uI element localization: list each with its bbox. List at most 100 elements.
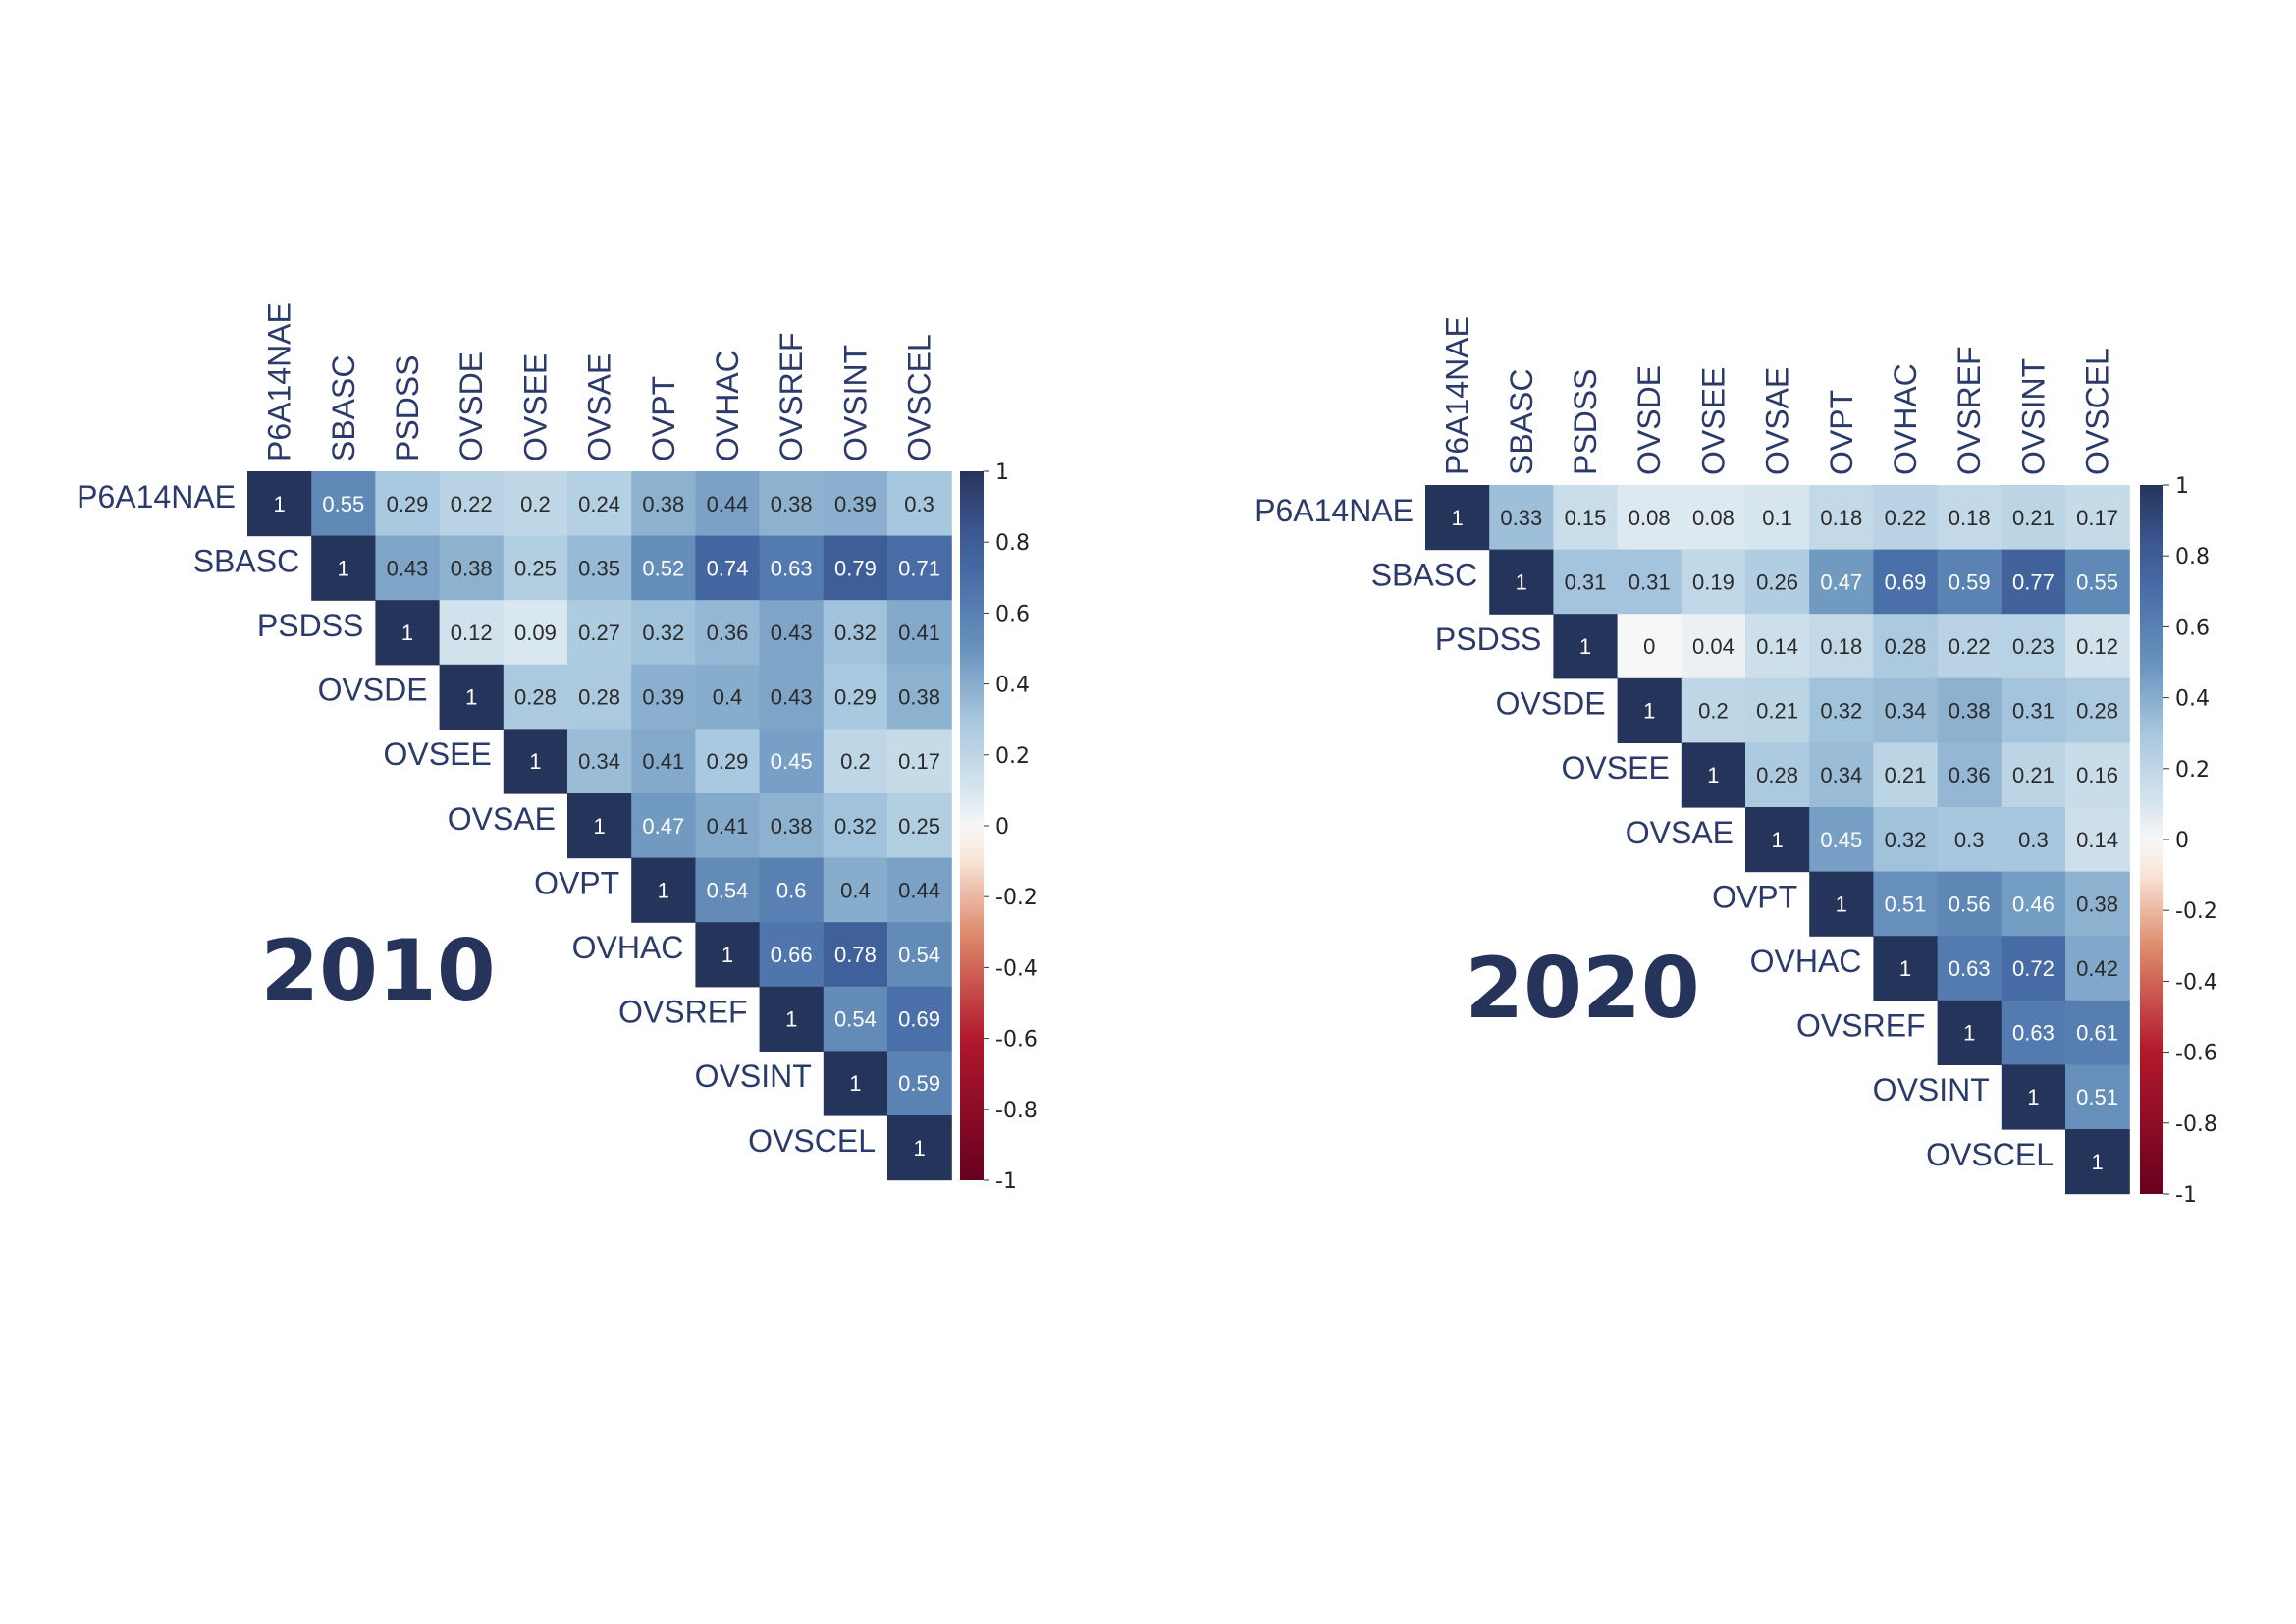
heatmap-cell	[2065, 614, 2130, 679]
cell-value-label: 1	[338, 556, 349, 580]
row-label: OVSDE	[1496, 686, 1606, 722]
cell-value-label: 0.12	[451, 621, 493, 645]
colorbar-tick-label: 0.2	[995, 744, 1030, 769]
cell-value-label: 1	[849, 1071, 861, 1096]
heatmap-cell	[2065, 549, 2130, 615]
column-label: P6A14NAE	[262, 302, 297, 461]
heatmap-cell	[439, 664, 505, 730]
heatmap-cell	[1809, 742, 1874, 808]
column-label: OVSINT	[2015, 358, 2051, 475]
row-label: OVSAE	[1626, 815, 1734, 850]
colorbar-tick-label: 0	[2175, 829, 2189, 853]
colorbar-tick-label: -0.2	[995, 886, 1038, 910]
heatmap-cell	[1745, 677, 1810, 743]
heatmap-cell	[1937, 936, 2002, 1001]
heatmap-cell	[887, 535, 952, 601]
cell-value-label: 0.38	[771, 814, 813, 839]
heatmap-cell	[887, 1115, 952, 1181]
row-label: OVSEE	[384, 736, 492, 772]
cell-value-label: 0.44	[707, 492, 749, 516]
cell-value-label: 0.28	[578, 685, 620, 710]
heatmap-cell	[887, 664, 952, 730]
cell-value-label: 0.21	[2012, 763, 2055, 787]
cell-value-label: 1	[1771, 828, 1783, 852]
heatmap-cell	[567, 600, 632, 666]
cell-value-label: 0.04	[1692, 634, 1735, 659]
cell-value-label: 1	[1963, 1021, 1975, 1046]
cell-value-label: 0.78	[834, 943, 877, 967]
heatmap-cell	[1617, 549, 1682, 615]
cell-value-label: 0.17	[2076, 506, 2118, 530]
cell-value-label: 0.2	[520, 492, 551, 516]
colorbar-tick-label: 1	[2175, 474, 2189, 499]
heatmap-cell	[823, 1051, 888, 1116]
cell-value-label: 0.44	[898, 878, 940, 902]
column-label: OVSEE	[517, 353, 553, 461]
heatmap-cell	[439, 600, 505, 666]
heatmap-cell	[375, 535, 441, 601]
heatmap-2020: 1 0.33 0.15 0.08 0.08 0.1 0.18 0.22 0.18 0.21 0.17…	[1255, 316, 2217, 1208]
heatmap-cell	[1937, 871, 2002, 937]
heatmap-cell	[823, 471, 888, 537]
colorbar-tick-label: 0.2	[2175, 758, 2210, 783]
column-label: OVHAC	[1888, 363, 1923, 475]
cell-value-label: 0.46	[2012, 892, 2055, 916]
colorbar-tick-label: 0.8	[2175, 545, 2210, 569]
heatmap-cell	[2065, 1000, 2130, 1065]
row-label: OVSEE	[1562, 750, 1670, 785]
cell-value-label: 1	[1836, 892, 1847, 916]
cell-value-label: 0.38	[898, 685, 940, 710]
row-label: OVSAE	[448, 801, 556, 837]
cell-value-label: 0.14	[2076, 828, 2118, 852]
cell-value-label: 0.18	[1820, 506, 1862, 530]
cell-value-label: 1	[2091, 1150, 2103, 1174]
heatmap-cell	[887, 471, 952, 537]
cell-value-label: 0.34	[1885, 699, 1927, 724]
cell-value-label: 0.72	[2012, 956, 2055, 981]
heatmap-cell	[2065, 1129, 2130, 1195]
cell-value-label: 0.41	[707, 814, 749, 839]
cell-value-label: 1	[1643, 699, 1655, 724]
cell-value-label: 0.31	[1565, 569, 1607, 594]
colorbar-tick-label: -0.4	[2175, 970, 2217, 995]
column-label: PSDSS	[390, 355, 425, 461]
heatmap-cell	[1873, 677, 1939, 743]
cell-value-label: 0.28	[2076, 699, 2118, 724]
row-label: OVSINT	[695, 1058, 812, 1094]
cell-value-label: 0.1	[1762, 506, 1792, 530]
heatmap-cell	[2065, 742, 2130, 808]
cell-value-label: 1	[913, 1136, 925, 1161]
cell-value-label: 0.56	[1949, 892, 1991, 916]
cell-value-label: 1	[721, 943, 733, 967]
heatmap-cell	[887, 793, 952, 859]
cell-value-label: 0.34	[1820, 763, 1862, 787]
heatmap-cell	[503, 471, 568, 537]
heatmap-cell	[759, 471, 825, 537]
heatmap-cell	[439, 471, 505, 537]
column-label: OVSCEL	[2080, 348, 2115, 475]
column-label: OVSINT	[837, 345, 873, 461]
cell-value-label: 0.3	[904, 492, 934, 516]
cell-value-label: 0.31	[2012, 699, 2055, 724]
heatmap-cell	[631, 729, 696, 794]
heatmap-cell	[631, 471, 696, 537]
chart-title: 2020	[1465, 940, 1699, 1038]
cell-value-label: 0.22	[1949, 634, 1991, 659]
cell-value-label: 0.66	[771, 943, 813, 967]
cell-value-label: 0.47	[1820, 569, 1862, 594]
cell-value-label: 0.69	[1885, 569, 1927, 594]
cell-value-label: 0.54	[898, 943, 940, 967]
colorbar-tick-label: 0.6	[995, 602, 1030, 626]
column-label: OVSDE	[1631, 365, 1667, 475]
colorbar-tick-label: -0.6	[2175, 1042, 2217, 1066]
heatmap-cell	[503, 664, 568, 730]
cell-value-label: 0.18	[1820, 634, 1862, 659]
column-label: OVSREF	[1951, 346, 1987, 475]
heatmap-cell	[2001, 614, 2066, 679]
heatmap-cell	[823, 793, 888, 859]
cell-value-label: 0.54	[834, 1007, 877, 1032]
heatmap-cell	[695, 922, 761, 988]
cell-value-label: 0.28	[1885, 634, 1927, 659]
cell-value-label: 0.35	[578, 556, 620, 580]
heatmap-cell	[1681, 485, 1746, 551]
